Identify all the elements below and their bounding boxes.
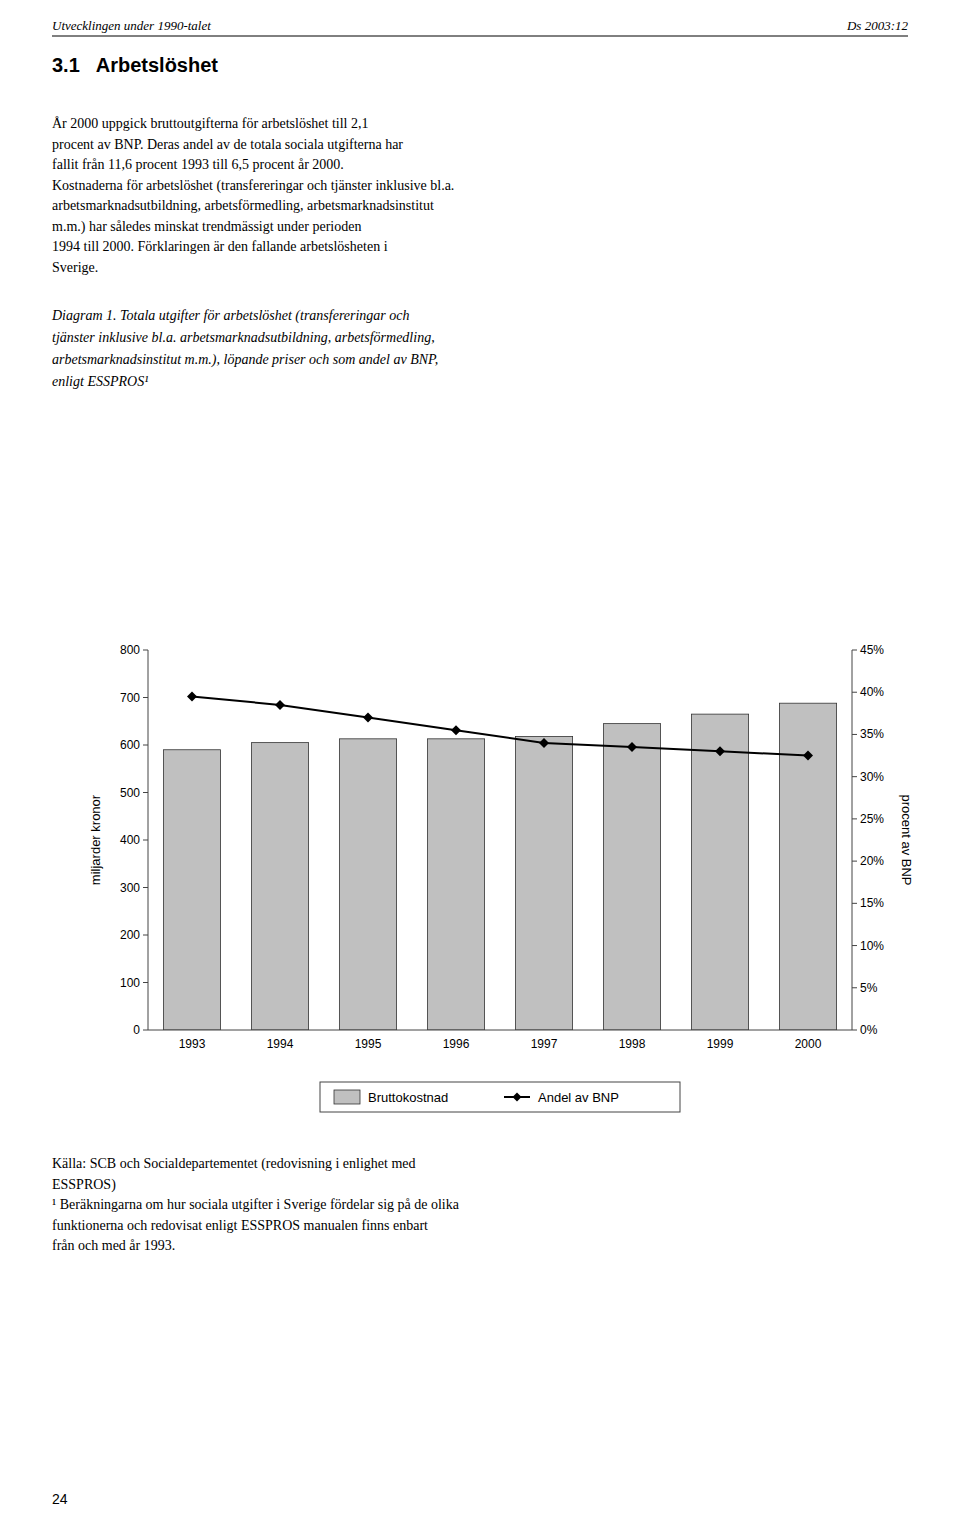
body-text: arbetsmarknadsutbildning, arbetsförmedli… [52,198,434,213]
bar [515,736,572,1030]
y-tick-label: 0 [133,1023,140,1037]
page-header: Utvecklingen under 1990-talet [52,18,211,33]
x-tick-label: 1997 [531,1037,558,1051]
legend-swatch [334,1090,360,1104]
y-tick [143,887,148,888]
body-text: procent av BNP. Deras andel av de totala… [52,137,403,152]
y-tick-label: 600 [120,738,140,752]
bar [779,703,836,1030]
caption: tjänster inklusive bl.a. arbetsmarknadsu… [52,330,435,345]
x-tick-label: 1994 [267,1037,294,1051]
line [192,696,808,755]
y2-tick [852,1030,857,1031]
y-tick [143,745,148,746]
marker [187,691,197,701]
y2-tick-label: 40% [860,685,884,699]
bar [603,724,660,1030]
body-text: År 2000 uppgick bruttoutgifterna för arb… [52,116,369,131]
legend-label: Bruttokostnad [368,1090,448,1105]
y2-tick-label: 5% [860,981,878,995]
source-text: ¹ Beräkningarna om hur sociala utgifter … [52,1197,460,1212]
y-axis-label: miljarder kronor [88,794,103,885]
body-text: 1994 till 2000. Förklaringen är den fall… [52,239,388,254]
x-tick-label: 1998 [619,1037,646,1051]
x-tick-label: 1996 [443,1037,470,1051]
caption: arbetsmarknadsinstitut m.m.), löpande pr… [52,352,438,368]
y2-tick [852,692,857,693]
y-tick [143,1030,148,1031]
page: Utvecklingen under 1990-talet Ds 2003:12 3… [0,0,960,1516]
body-text: Sverige. [52,260,98,275]
legend-label: Andel av BNP [538,1090,619,1105]
source-text: från och med år 1993. [52,1238,175,1253]
body-text: fallit från 11,6 procent 1993 till 6,5 p… [52,157,344,172]
source-text: funktionerna och redovisat enligt ESSPRO… [52,1218,428,1233]
y2-tick [852,945,857,946]
source-text: ESSPROS) [52,1177,116,1193]
bar [339,739,396,1030]
y-tick [143,840,148,841]
marker [451,725,461,735]
y-tick-label: 300 [120,881,140,895]
y-tick [143,935,148,936]
y2-tick [852,987,857,988]
y2-tick [852,861,857,862]
marker [539,738,549,748]
legend-box [320,1082,680,1112]
y-tick [143,650,148,651]
y2-tick-label: 30% [860,770,884,784]
header-rule [52,36,908,37]
bar [691,714,748,1030]
y2-tick-label: 45% [860,643,884,657]
caption: Diagram 1. Totala utgifter för arbetslös… [51,308,410,324]
page-header: Ds 2003:12 [846,18,909,33]
caption: enligt ESSPROS¹ [52,374,148,389]
y-tick-label: 800 [120,643,140,657]
x-tick-label: 2000 [795,1037,822,1051]
y2-tick-label: 15% [860,896,884,910]
x-tick-label: 1995 [355,1037,382,1051]
y2-axis-label: procent av BNP [899,794,914,885]
bar [163,750,220,1030]
x-tick-label: 1993 [179,1037,206,1051]
marker [627,742,637,752]
bar [427,739,484,1030]
y2-tick [852,650,857,651]
source-text: Källa: SCB och Socialdepartementet (redo… [52,1156,416,1172]
y2-tick-label: 10% [860,939,884,953]
y2-tick [852,776,857,777]
y2-axis [852,650,853,1030]
y2-tick-label: 0% [860,1023,878,1037]
marker [275,700,285,710]
y2-tick [852,818,857,819]
x-axis [148,1030,852,1031]
body-text: Kostnaderna för arbetslöshet (transferer… [52,178,454,194]
y-tick-label: 400 [120,833,140,847]
x-tick-label: 1999 [707,1037,734,1051]
y-tick-label: 200 [120,928,140,942]
background [0,0,960,1516]
y-tick-label: 500 [120,786,140,800]
y2-tick [852,734,857,735]
page-number: 24 [52,1491,68,1507]
marker [803,751,813,761]
bar [251,743,308,1030]
plot-area [163,691,836,1030]
legend-marker [513,1093,522,1102]
y-tick [143,697,148,698]
y-tick-label: 100 [120,976,140,990]
y2-tick [852,903,857,904]
y-tick [143,982,148,983]
section-title: 3.1 Arbetslöshet [52,54,218,76]
body-text: m.m.) har således minskat trendmässigt u… [52,219,361,235]
y-tick-label: 700 [120,691,140,705]
chart: 0 100 200 300 400 500 600 700 800 0% 5% 10% 15% 20% 25… [88,643,914,1112]
marker [715,746,725,756]
y2-tick-label: 35% [860,727,884,741]
y2-tick-label: 20% [860,854,884,868]
y-tick [143,792,148,793]
legend: Bruttokostnad Andel av BNP [320,1082,680,1112]
y2-tick-label: 25% [860,812,884,826]
marker [363,713,373,723]
